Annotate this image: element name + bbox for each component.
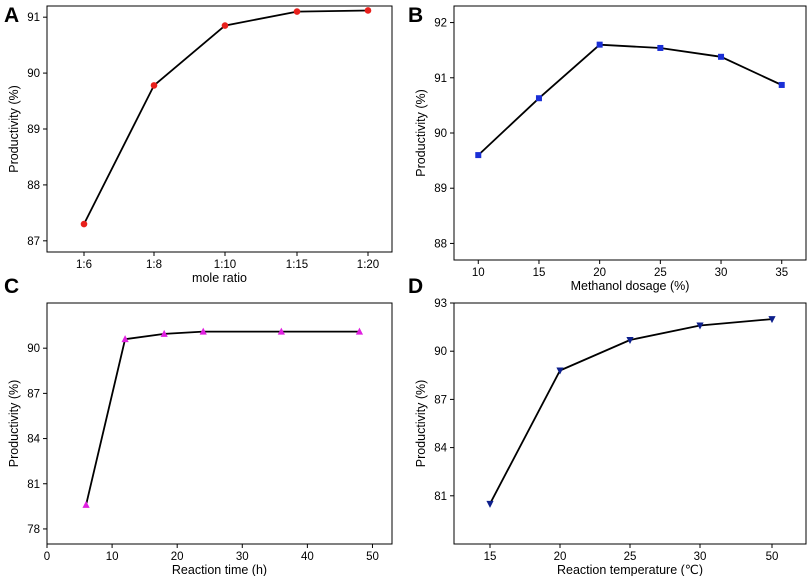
panel-d-data-point — [696, 322, 704, 330]
panel-b-data-point — [657, 44, 664, 51]
panel-a-plot-frame — [46, 5, 393, 253]
panel-c-xtick-label: 50 — [366, 551, 379, 563]
panel-d-data-point — [626, 336, 634, 344]
panel-c-data-point — [160, 329, 168, 337]
panel-b-xtick-label: 30 — [715, 267, 728, 279]
panel-b-x-axis-title: Methanol dosage (%) — [571, 279, 690, 293]
panel-d-xtick-label: 25 — [624, 551, 637, 563]
panel-d-y-axis-title: Productivity (%) — [414, 380, 428, 468]
panel-d: D 81 84 87 90 93 15 20 25 30 50 Reaction temperatur… — [408, 275, 807, 576]
panel-b-ytick-label: 91 — [434, 73, 447, 85]
panel-c-xtick-label: 30 — [236, 551, 249, 563]
panel-c-letter: C — [4, 275, 19, 298]
panel-b-ytick-label: 92 — [434, 18, 447, 30]
panel-d-ytick-label: 90 — [434, 346, 447, 358]
panel-a-xtick-label: 1:8 — [146, 259, 162, 271]
panel-a-ytick-label: 87 — [27, 236, 40, 248]
panel-c-ytick-label: 78 — [27, 524, 40, 536]
panel-d-data-point — [768, 316, 776, 324]
panel-b-ytick-label: 89 — [434, 183, 447, 195]
panel-d-xtick-label: 50 — [766, 551, 779, 563]
panel-c-xtick-label: 20 — [171, 551, 184, 563]
panel-a-data-point — [364, 7, 372, 14]
panel-c-xtick-label: 10 — [106, 551, 119, 563]
panel-b: B 88 89 90 91 92 10 15 20 25 30 35 Methanol dosage (… — [408, 4, 807, 293]
panel-a-xtick-label: 1:10 — [214, 259, 236, 271]
panel-b-y-axis-title: Productivity (%) — [414, 89, 428, 177]
panel-b-data-point — [596, 41, 603, 48]
panel-a-xtick-label: 1:6 — [76, 259, 92, 271]
panel-d-ytick-label: 81 — [434, 491, 447, 503]
panel-c-plot-frame — [46, 302, 393, 545]
panel-b-xtick-label: 25 — [654, 267, 667, 279]
panel-a-ytick-label: 91 — [27, 12, 40, 24]
panel-c-ytick-label: 81 — [27, 479, 40, 491]
panel-c-data-point — [355, 327, 364, 335]
panel-b-data-point — [718, 53, 725, 60]
panel-c-ytick-label: 90 — [27, 343, 40, 355]
panel-c-data-point — [121, 335, 129, 343]
panel-a-data-point — [293, 8, 301, 15]
panel-d-xtick-label: 30 — [694, 551, 707, 563]
panel-b-ytick-label: 88 — [434, 238, 447, 250]
panel-b-plot-frame — [453, 5, 807, 261]
panel-a-data-point — [150, 82, 158, 89]
panel-d-ytick-label: 84 — [434, 443, 447, 455]
panel-d-ytick-label: 93 — [434, 298, 447, 310]
panel-d-series-line — [489, 318, 773, 505]
panel-a-xtick-label: 1:15 — [286, 259, 308, 271]
panel-a-ytick-label: 90 — [27, 68, 40, 80]
panel-d-ytick-label: 87 — [434, 394, 447, 406]
panel-d-xtick-label: 20 — [554, 551, 567, 563]
panel-c-data-point — [277, 327, 285, 335]
panel-a-ytick-label: 88 — [27, 180, 40, 192]
panel-c-x-axis-title: Reaction time (h) — [172, 563, 267, 576]
panel-c-y-axis-title: Productivity (%) — [7, 380, 21, 468]
panel-b-ytick-label: 90 — [434, 128, 447, 140]
panel-d-data-point — [486, 500, 494, 508]
panel-a-ytick-label: 89 — [27, 124, 40, 136]
panel-c: C 78 81 84 87 90 0 10 20 30 40 50 Reaction time (h) P… — [4, 275, 393, 576]
panel-a: A 87 88 89 90 91 1:6 1:8 1:10 1:15 1:20 mole ratio P… — [4, 4, 393, 285]
panel-d-xtick-label: 15 — [484, 551, 497, 563]
panel-b-xtick-label: 10 — [472, 267, 485, 279]
panel-a-x-axis-title: mole ratio — [192, 271, 247, 285]
panel-c-ytick-label: 87 — [27, 388, 40, 400]
panel-b-series-line — [477, 43, 783, 156]
panel-b-xtick-label: 15 — [533, 267, 546, 279]
panel-a-xtick-label: 1:20 — [357, 259, 379, 271]
panel-b-xtick-label: 20 — [593, 267, 606, 279]
panel-b-data-point — [535, 95, 542, 102]
panel-d-data-point — [556, 367, 564, 375]
panel-c-series-line — [85, 330, 360, 506]
panel-a-data-point — [80, 220, 88, 228]
panel-d-x-axis-title: Reaction temperature (℃) — [557, 563, 703, 576]
panel-c-xtick-label: 40 — [301, 551, 314, 563]
panel-d-letter: D — [408, 275, 423, 298]
panel-a-series-line — [83, 9, 369, 225]
panel-b-xtick-label: 35 — [775, 267, 788, 279]
panel-c-data-point — [199, 327, 207, 335]
panel-a-data-point — [221, 22, 229, 29]
panel-b-letter: B — [408, 4, 423, 27]
panel-c-xtick-label: 0 — [44, 551, 50, 563]
panel-a-y-axis-title: Productivity (%) — [7, 85, 21, 173]
panel-c-ytick-label: 84 — [27, 434, 40, 446]
panel-a-letter: A — [4, 4, 19, 27]
panel-b-data-point — [475, 152, 482, 159]
panel-c-data-point — [82, 500, 90, 508]
panel-b-data-point — [778, 81, 785, 88]
